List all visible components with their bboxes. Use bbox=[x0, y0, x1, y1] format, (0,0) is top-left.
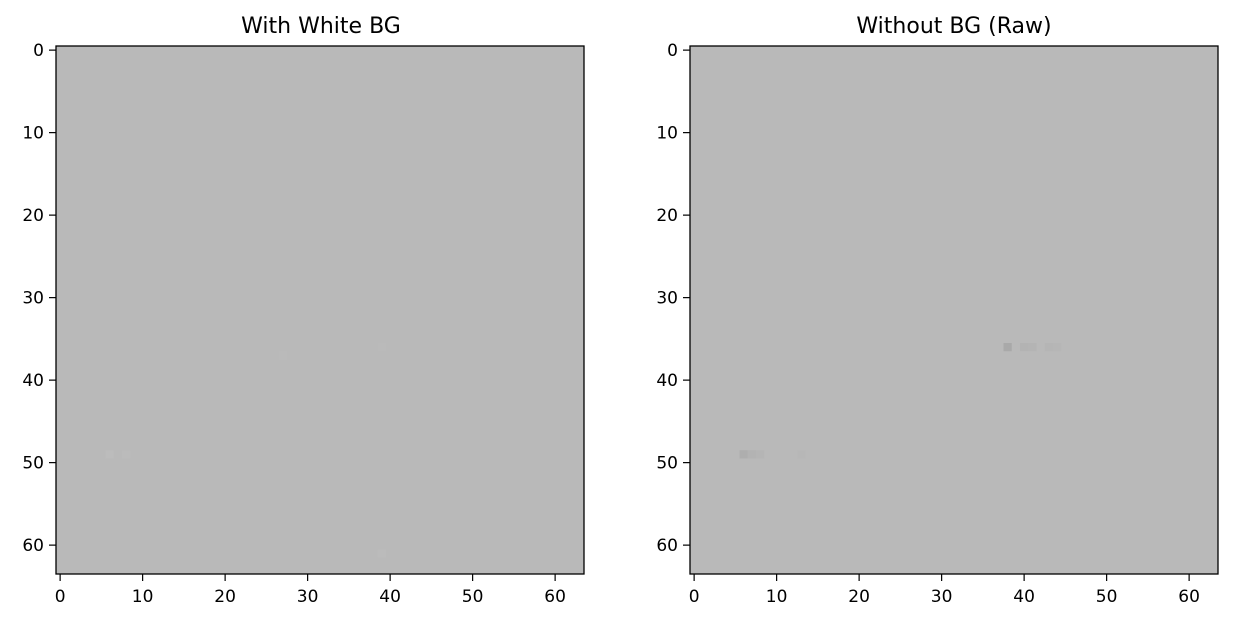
left-panel-pixels bbox=[105, 343, 386, 558]
right-panel-y-tick-label-40: 40 bbox=[656, 371, 678, 391]
right-panel-pixel-7 bbox=[756, 450, 765, 459]
right-panel-title: Without BG (Raw) bbox=[856, 14, 1051, 39]
left-panel-x-tick-label-50: 50 bbox=[462, 587, 484, 607]
left-panel-pixel-1 bbox=[122, 450, 131, 459]
left-panel-y-ticks: 0 10 20 30 40 50 60 bbox=[22, 41, 56, 556]
left-panel-y-tick-label-20: 20 bbox=[22, 206, 44, 226]
right-panel-x-tick-label-10: 10 bbox=[766, 587, 788, 607]
left-panel-x-tick-label-40: 40 bbox=[379, 587, 401, 607]
right-panel-pixels bbox=[739, 343, 1062, 459]
right-panel-image-background bbox=[690, 46, 1218, 574]
right-panel-y-tick-label-10: 10 bbox=[656, 124, 678, 144]
left-panel-frame bbox=[55, 45, 585, 575]
left-panel-y-tick-label-50: 50 bbox=[22, 454, 44, 474]
right-panel-x-tick-label-40: 40 bbox=[1013, 587, 1035, 607]
left-panel-y-tick-label-0: 0 bbox=[33, 41, 44, 61]
right-panel-frame bbox=[689, 45, 1219, 575]
left-panel-x-ticks: 0 10 20 30 40 50 60 bbox=[55, 574, 566, 607]
right-panel-pixel-3 bbox=[1044, 343, 1053, 352]
left-panel-x-tick-label-0: 0 bbox=[55, 587, 66, 607]
right-panel-y-tick-label-0: 0 bbox=[667, 41, 678, 61]
right-panel-pixel-4 bbox=[1053, 343, 1062, 352]
left-panel-image-background bbox=[56, 46, 584, 574]
left-panel-x-tick-label-10: 10 bbox=[132, 587, 154, 607]
left-panel-pixel-3 bbox=[377, 343, 386, 352]
right-panel-x-ticks: 0 10 20 30 40 50 60 bbox=[689, 574, 1200, 607]
left-panel-y-tick-label-30: 30 bbox=[22, 289, 44, 309]
left-panel-pixel-0 bbox=[105, 450, 114, 459]
right-panel-pixel-5 bbox=[739, 450, 748, 459]
left-panel-title: With White BG bbox=[241, 14, 401, 39]
right-panel-x-tick-label-50: 50 bbox=[1096, 587, 1118, 607]
left-panel-pixel-2 bbox=[278, 351, 287, 360]
right-panel-x-tick-label-60: 60 bbox=[1178, 587, 1200, 607]
left-panel-pixel-4 bbox=[377, 549, 386, 558]
left-panel-x-tick-label-20: 20 bbox=[214, 587, 236, 607]
right-panel: Without BG (Raw) 0 10 20 30 40 50 60 0 10 20 30 40… bbox=[656, 14, 1219, 607]
left-panel-x-tick-label-60: 60 bbox=[544, 587, 566, 607]
left-panel: With White BG 0 10 20 30 40 50 60 0 10 20 30 40 50 6… bbox=[22, 14, 585, 607]
right-panel-pixel-2 bbox=[1028, 343, 1037, 352]
right-panel-x-tick-label-20: 20 bbox=[848, 587, 870, 607]
right-panel-y-tick-label-20: 20 bbox=[656, 206, 678, 226]
right-panel-pixel-6 bbox=[747, 450, 756, 459]
right-panel-y-tick-label-60: 60 bbox=[656, 536, 678, 556]
right-panel-y-tick-label-30: 30 bbox=[656, 289, 678, 309]
right-panel-x-tick-label-0: 0 bbox=[689, 587, 700, 607]
left-panel-y-tick-label-40: 40 bbox=[22, 371, 44, 391]
right-panel-pixel-0 bbox=[1003, 343, 1012, 352]
right-panel-x-tick-label-30: 30 bbox=[931, 587, 953, 607]
right-panel-pixel-1 bbox=[1020, 343, 1029, 352]
left-panel-y-tick-label-10: 10 bbox=[22, 124, 44, 144]
left-panel-y-tick-label-60: 60 bbox=[22, 536, 44, 556]
right-panel-y-tick-label-50: 50 bbox=[656, 454, 678, 474]
right-panel-pixel-8 bbox=[797, 450, 806, 459]
right-panel-y-ticks: 0 10 20 30 40 50 60 bbox=[656, 41, 690, 556]
left-panel-x-tick-label-30: 30 bbox=[297, 587, 319, 607]
